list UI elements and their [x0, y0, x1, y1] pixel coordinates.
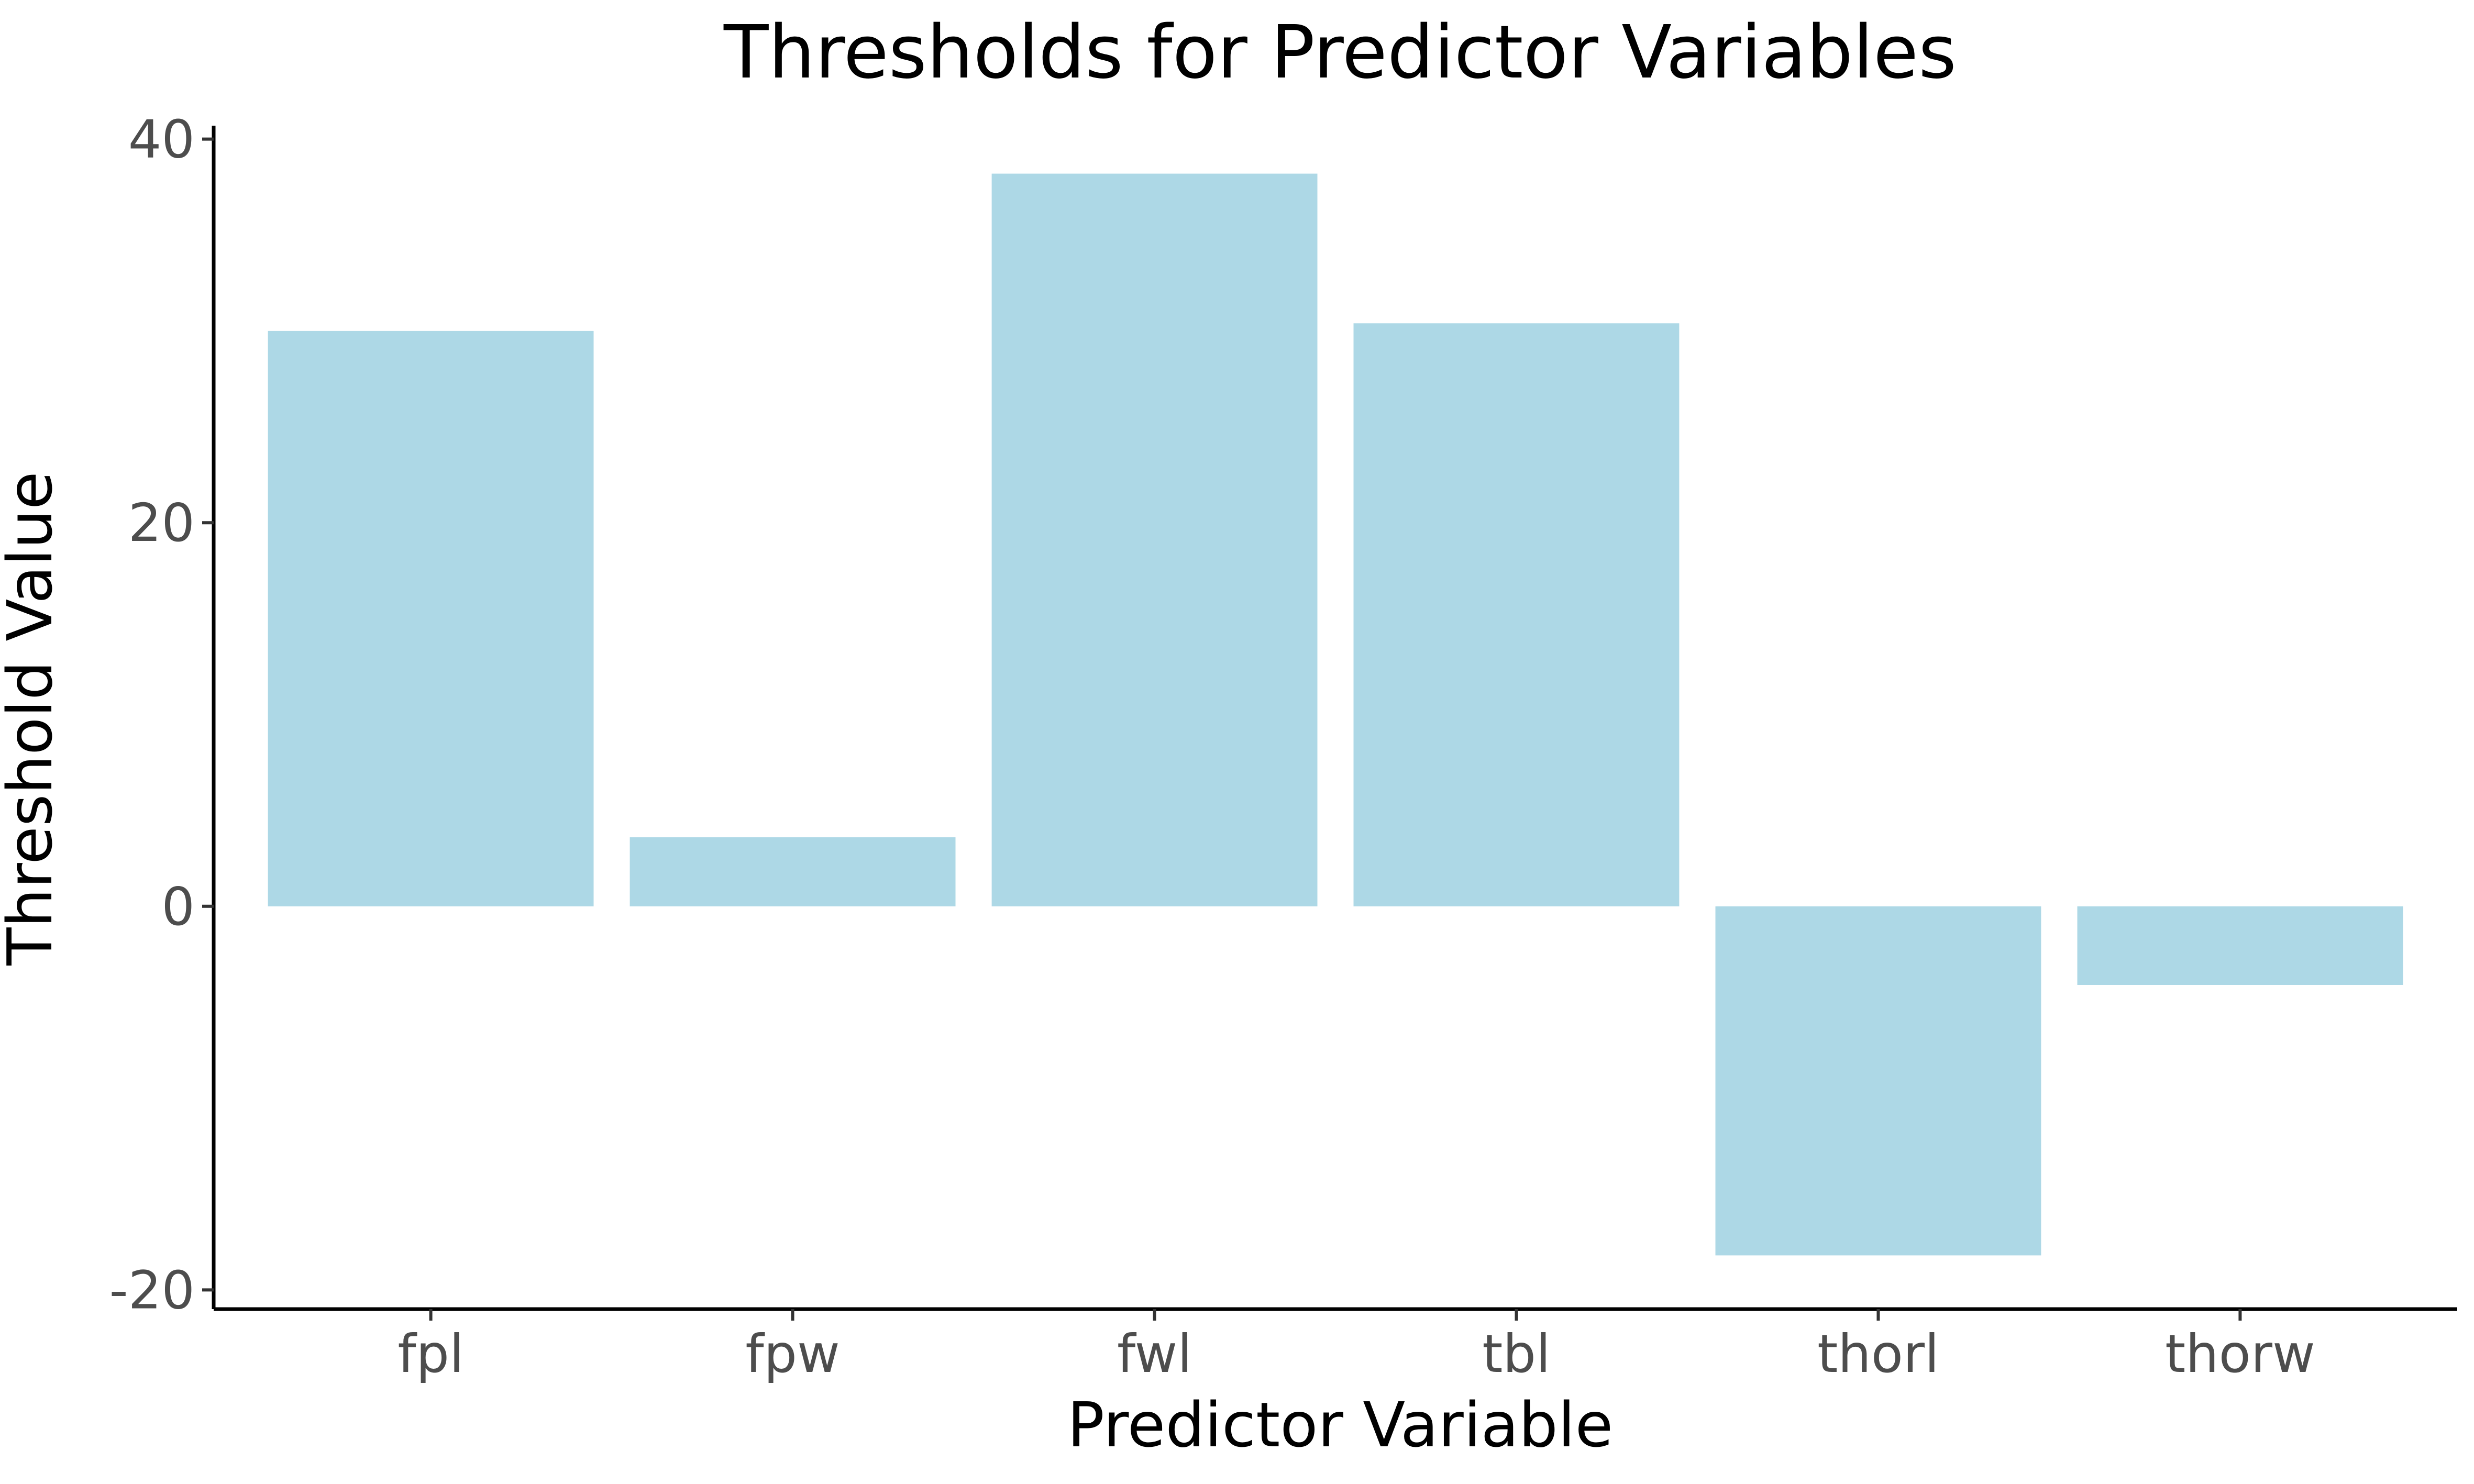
x-tick-label: thorl — [1817, 1323, 1939, 1385]
y-ticks: -20 0 20 40 — [109, 109, 214, 1321]
x-tick-label: fpw — [745, 1323, 840, 1385]
x-tick-label: thorw — [2165, 1323, 2315, 1385]
y-tick-label: 40 — [128, 109, 195, 170]
x-axis-label: Predictor Variable — [1067, 1389, 1613, 1461]
bar-fpl — [268, 330, 594, 906]
bar-thorl — [1715, 906, 2041, 1256]
x-axis: fpl fpw fwl tbl thorl thorw — [214, 1307, 2457, 1385]
y-tick-label: 20 — [128, 492, 195, 553]
x-tick-label: tbl — [1482, 1323, 1550, 1385]
x-ticks: fpl fpw fwl tbl thorl thorw — [397, 1309, 2315, 1385]
bar-thorw — [2077, 906, 2403, 985]
y-tick-label: 0 — [161, 876, 195, 937]
bars — [268, 173, 2403, 1256]
chart-title: Thresholds for Predictor Variables — [723, 10, 1957, 95]
x-tick-label: fwl — [1117, 1323, 1192, 1385]
bar-fwl — [991, 173, 1318, 906]
bar-tbl — [1353, 323, 1680, 906]
y-axis: -20 0 20 40 — [109, 109, 216, 1321]
bar-fpw — [629, 837, 956, 906]
y-axis-label: Threshold Value — [0, 471, 66, 966]
x-tick-label: fpl — [397, 1323, 463, 1385]
y-tick-label: -20 — [109, 1259, 195, 1321]
